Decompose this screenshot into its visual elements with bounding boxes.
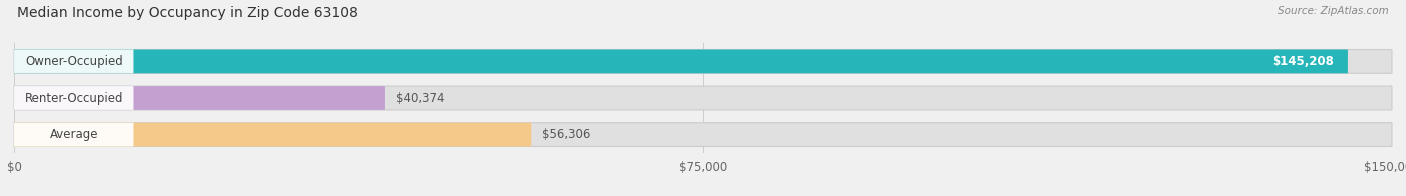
Text: $145,208: $145,208 (1272, 55, 1334, 68)
Text: Source: ZipAtlas.com: Source: ZipAtlas.com (1278, 6, 1389, 16)
FancyBboxPatch shape (14, 86, 134, 110)
FancyBboxPatch shape (14, 123, 1392, 146)
Text: Median Income by Occupancy in Zip Code 63108: Median Income by Occupancy in Zip Code 6… (17, 6, 357, 20)
Text: $40,374: $40,374 (396, 92, 444, 104)
Text: $56,306: $56,306 (543, 128, 591, 141)
FancyBboxPatch shape (14, 86, 385, 110)
FancyBboxPatch shape (14, 86, 1392, 110)
FancyBboxPatch shape (14, 123, 134, 146)
FancyBboxPatch shape (14, 50, 1348, 73)
Text: Average: Average (49, 128, 98, 141)
Text: Owner-Occupied: Owner-Occupied (25, 55, 122, 68)
FancyBboxPatch shape (14, 123, 531, 146)
FancyBboxPatch shape (14, 50, 134, 73)
FancyBboxPatch shape (14, 50, 1392, 73)
Text: Renter-Occupied: Renter-Occupied (24, 92, 122, 104)
